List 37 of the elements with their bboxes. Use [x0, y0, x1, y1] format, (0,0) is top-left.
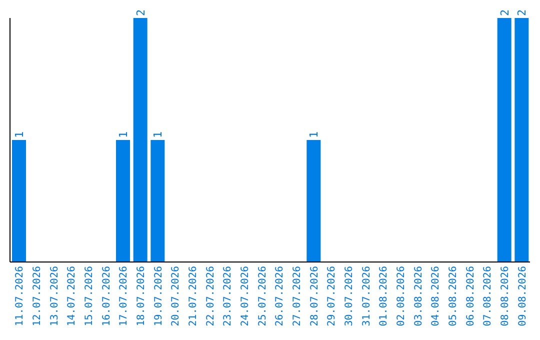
- x-tick-label: 21.07.2026: [188, 266, 199, 326]
- x-tick-label: 07.08.2026: [482, 266, 494, 326]
- x-tick-label: 28.07.2026: [309, 266, 320, 326]
- x-tick-label: 13.07.2026: [49, 266, 60, 326]
- x-tick-label: 08.08.2026: [500, 266, 511, 326]
- x-tick-label: 29.07.2026: [326, 266, 338, 326]
- x-tick-label: 17.07.2026: [118, 266, 130, 326]
- x-tick-label: 18.07.2026: [136, 266, 147, 326]
- x-tick-label: 06.08.2026: [465, 266, 476, 326]
- x-tick-label: 14.07.2026: [66, 266, 78, 326]
- x-tick-label: 20.07.2026: [170, 266, 182, 326]
- x-tick-label: 22.07.2026: [205, 266, 216, 326]
- data-label: 1: [117, 131, 130, 138]
- x-tick-label: 26.07.2026: [274, 266, 286, 326]
- x-tick-label: 09.08.2026: [517, 266, 528, 326]
- x-tick-label: 02.08.2026: [396, 266, 407, 326]
- x-tick-label: 01.08.2026: [378, 266, 390, 326]
- x-tick-label: 15.07.2026: [84, 266, 95, 326]
- x-tick-label: 12.07.2026: [32, 266, 43, 326]
- data-label: 2: [516, 9, 529, 16]
- x-tick-label: 24.07.2026: [240, 266, 251, 326]
- x-tick-label: 30.07.2026: [344, 266, 355, 326]
- data-label: 1: [152, 131, 165, 138]
- data-label: 2: [498, 9, 512, 16]
- data-label: 2: [134, 9, 148, 16]
- x-tick-label: 04.08.2026: [430, 266, 442, 326]
- x-tick-label: 31.07.2026: [361, 266, 372, 326]
- data-label: 1: [308, 131, 321, 138]
- x-tick-label: 05.08.2026: [448, 266, 459, 326]
- data-label: 1: [13, 131, 26, 138]
- x-tick-label: 19.07.2026: [153, 266, 164, 326]
- x-tick-label: 16.07.2026: [101, 266, 112, 326]
- x-tick-label: 25.07.2026: [257, 266, 268, 326]
- x-tick-label: 11.07.2026: [14, 266, 26, 326]
- x-tick-label: 23.07.2026: [222, 266, 234, 326]
- x-tick-label: 27.07.2026: [292, 266, 303, 326]
- x-tick-label: 03.08.2026: [413, 266, 424, 326]
